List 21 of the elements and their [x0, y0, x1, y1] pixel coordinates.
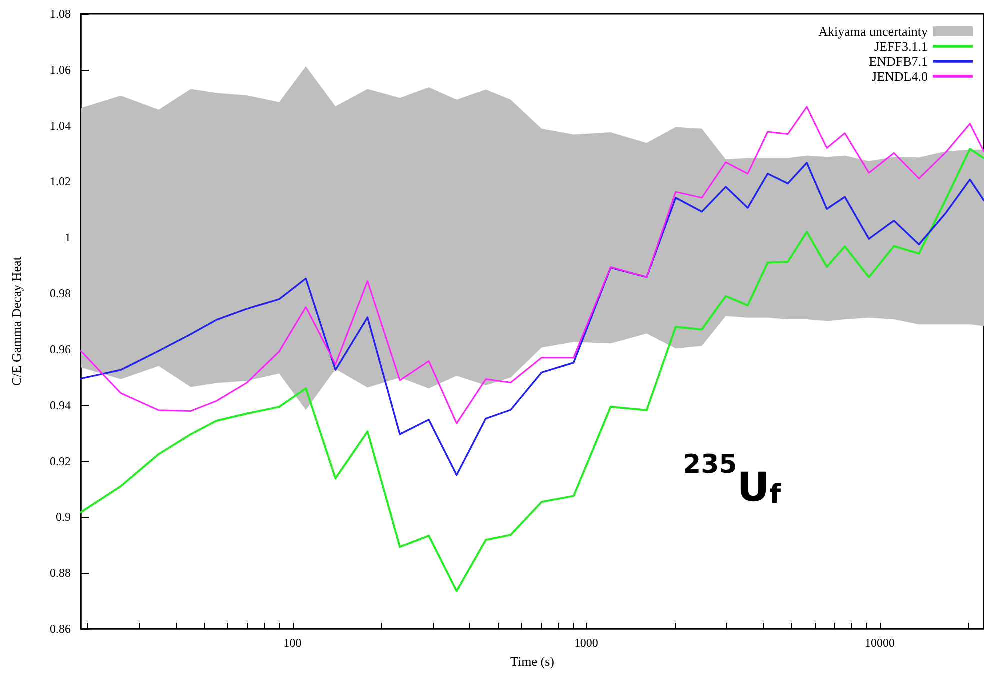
y-tick-label: 1.02: [50, 174, 71, 189]
legend-label: ENDFB7.1: [869, 54, 928, 69]
legend-label: JENDL4.0: [872, 69, 928, 84]
y-tick-label: 0.9: [56, 510, 71, 524]
y-tick-label: 0.92: [50, 454, 71, 468]
y-tick-label: 0.88: [50, 566, 71, 580]
y-axis-title: C/E Gamma Decay Heat: [9, 256, 24, 386]
y-tick-label: 1.06: [50, 62, 71, 77]
x-tick-label: 1000: [574, 636, 598, 650]
y-tick-label: 0.94: [50, 398, 71, 412]
x-tick-label: 10000: [865, 636, 896, 650]
y-tick-label: 0.96: [50, 342, 71, 356]
y-tick-label: 1.04: [50, 118, 71, 133]
y-tick-label: 0.98: [50, 286, 71, 301]
x-tick-label: 100: [284, 636, 302, 650]
legend-label: JEFF3.1.1: [874, 39, 928, 54]
legend-label: Akiyama uncertainty: [818, 24, 928, 39]
y-tick-label: 1: [65, 230, 71, 245]
y-tick-label: 1.08: [50, 7, 71, 21]
y-tick-label: 0.86: [50, 622, 71, 636]
x-axis-title: Time (s): [510, 654, 554, 669]
